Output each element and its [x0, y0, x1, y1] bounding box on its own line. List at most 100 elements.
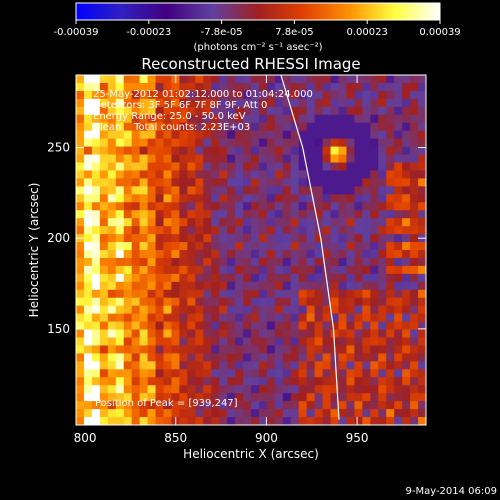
heatmap-cell	[123, 250, 133, 259]
heatmap-cell	[235, 114, 244, 124]
heatmap-cell	[123, 82, 133, 92]
heatmap-cell	[163, 186, 173, 195]
heatmap-cell	[314, 130, 324, 140]
heatmap-cell	[266, 170, 276, 179]
heatmap-cell	[171, 122, 180, 132]
heatmap-cell	[227, 377, 236, 386]
heatmap-cell	[386, 257, 395, 267]
heatmap-cell	[163, 281, 173, 291]
heatmap-cell	[91, 242, 101, 251]
heatmap-cell	[123, 234, 133, 243]
heatmap-cell	[378, 82, 387, 92]
heatmap-cell	[235, 98, 244, 108]
heatmap-cell	[266, 345, 276, 354]
heatmap-cell	[386, 305, 395, 315]
heatmap-cell	[83, 146, 93, 156]
heatmap-cell	[282, 385, 292, 394]
heatmap-cell	[139, 273, 149, 283]
heatmap-cell	[227, 297, 236, 307]
heatmap-cell	[258, 146, 268, 156]
heatmap-cell	[76, 82, 85, 92]
heatmap-cell	[370, 210, 379, 219]
heatmap-cell	[338, 234, 348, 243]
heatmap-cell	[394, 257, 403, 267]
heatmap-cell	[338, 273, 348, 283]
heatmap-cell	[338, 106, 348, 116]
heatmap-cell	[418, 337, 426, 347]
heatmap-cell	[76, 106, 85, 116]
heatmap-cell	[274, 138, 284, 148]
heatmap-cell	[370, 369, 379, 378]
heatmap-cell	[99, 297, 109, 307]
heatmap-cell	[290, 194, 300, 203]
heatmap-cell	[418, 385, 426, 394]
heatmap-cell	[370, 138, 379, 148]
heatmap-cell	[219, 218, 228, 227]
heatmap-cell	[314, 202, 324, 211]
heatmap-cell	[290, 226, 300, 235]
heatmap-cell	[227, 178, 236, 187]
heatmap-cell	[298, 297, 308, 307]
heatmap-cell	[83, 297, 93, 307]
heatmap-cell	[211, 409, 220, 418]
heatmap-cell	[282, 361, 292, 370]
heatmap-cell	[266, 353, 276, 362]
heatmap-cell	[354, 130, 363, 140]
heatmap-cell	[266, 409, 276, 418]
heatmap-cell	[338, 114, 348, 124]
heatmap-cell	[330, 178, 340, 187]
heatmap-cell	[107, 202, 117, 211]
heatmap-cell	[386, 130, 395, 140]
heatmap-cell	[322, 337, 332, 347]
heatmap-cell	[211, 226, 220, 235]
heatmap-cell	[354, 345, 363, 354]
heatmap-cell	[99, 170, 109, 179]
heatmap-cell	[139, 178, 149, 187]
heatmap-cell	[354, 234, 363, 243]
heatmap-cell	[99, 138, 109, 148]
heatmap-cell	[362, 186, 371, 195]
heatmap-cell	[123, 257, 133, 267]
heatmap-cell	[354, 417, 363, 425]
heatmap-cell	[330, 417, 340, 425]
heatmap-cell	[115, 313, 125, 323]
heatmap-cell	[179, 401, 188, 410]
heatmap-cell	[203, 234, 212, 243]
heatmap-cell	[410, 305, 419, 315]
heatmap-cell	[322, 106, 332, 116]
heatmap-cell	[76, 305, 85, 315]
heatmap-cell	[91, 90, 101, 100]
heatmap-cell	[362, 345, 371, 354]
heatmap-cell	[386, 162, 395, 172]
heatmap-cell	[91, 194, 101, 203]
heatmap-cell	[203, 377, 212, 386]
heatmap-cell	[171, 297, 180, 307]
heatmap-cell	[227, 393, 236, 402]
heatmap-cell	[171, 106, 180, 116]
heatmap-cell	[274, 146, 284, 156]
heatmap-cell	[258, 194, 268, 203]
heatmap-cell	[91, 178, 101, 187]
heatmap-cell	[282, 202, 292, 211]
heatmap-cell	[243, 361, 252, 370]
heatmap-cell	[131, 114, 141, 124]
heatmap-cell	[227, 289, 236, 299]
heatmap-cell	[362, 329, 371, 339]
heatmap-cell	[83, 265, 93, 275]
heatmap-cell	[163, 273, 173, 283]
heatmap-cell	[163, 385, 173, 394]
heatmap-cell	[171, 409, 180, 418]
heatmap-cell	[107, 385, 117, 394]
heatmap-cell	[274, 361, 284, 370]
heatmap-cell	[306, 202, 316, 211]
heatmap-cell	[378, 154, 387, 164]
heatmap-cell	[123, 194, 133, 203]
heatmap-cell	[298, 385, 308, 394]
heatmap-cell	[155, 305, 165, 315]
heatmap-cell	[338, 154, 348, 164]
heatmap-cell	[290, 257, 300, 267]
heatmap-cell	[290, 377, 300, 386]
heatmap-cell	[203, 194, 212, 203]
heatmap-cell	[211, 234, 220, 243]
heatmap-cell	[410, 218, 419, 227]
